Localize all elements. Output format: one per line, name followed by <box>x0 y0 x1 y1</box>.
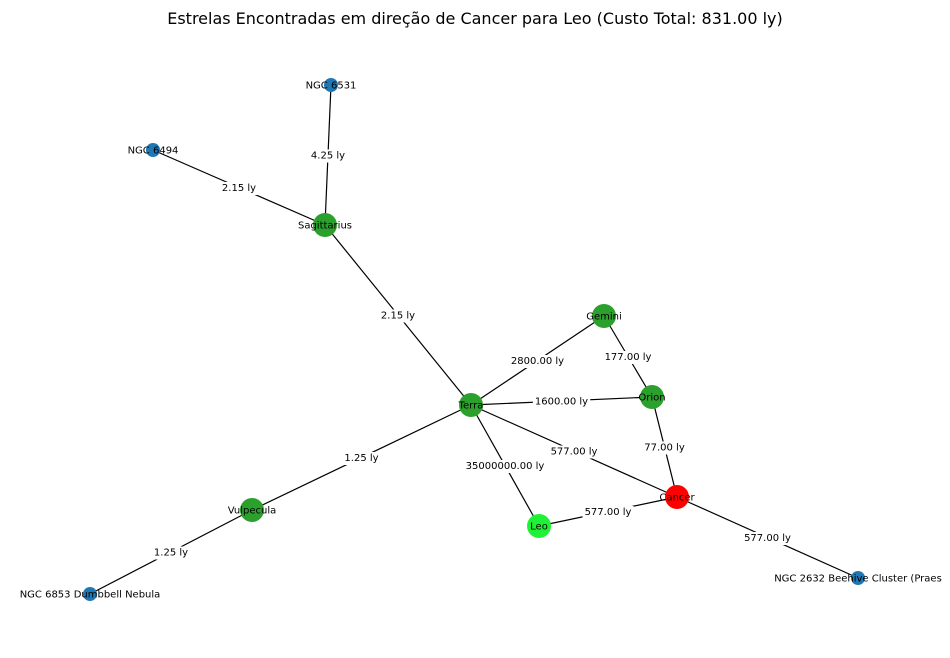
edge-label: 577.00 ly <box>548 445 600 459</box>
node-label-gemini: Gemini <box>586 312 622 323</box>
edge-label-background <box>378 309 418 323</box>
node-ngc6531 <box>324 78 338 92</box>
edge-label-text: 2.15 ly <box>222 183 256 194</box>
edge-label-text: 577.00 ly <box>744 533 791 544</box>
edge-label: 35000000.00 ly <box>463 460 547 473</box>
edge-label: 2.15 ly <box>378 309 418 323</box>
edge-label-background <box>602 351 654 364</box>
node-label-ngc6853: NGC 6853 Dumbbell Nebula <box>20 590 161 601</box>
node-label-ngc6531: NGC 6531 <box>306 81 357 92</box>
edge-label: 2800.00 ly <box>508 355 567 368</box>
edges-layer <box>89 84 859 595</box>
node-leo <box>527 514 551 538</box>
edge-label-text: 4.25 ly <box>311 151 345 162</box>
node-label-terra: Terra <box>458 401 484 412</box>
edge-label: 1.25 ly <box>151 546 191 560</box>
node-vulpecula <box>240 498 264 522</box>
node-label-ngc6494: NGC 6494 <box>128 146 179 157</box>
edge-label-background <box>548 445 600 459</box>
edge-label-text: 77.00 ly <box>644 443 685 454</box>
edge-label-background <box>342 452 381 465</box>
edge-label-background <box>308 149 348 163</box>
node-sagittarius <box>313 213 337 237</box>
edge-label-background <box>642 441 687 455</box>
edge-label: 1.25 ly <box>342 452 381 465</box>
edge-label: 177.00 ly <box>602 351 654 364</box>
edge-label-text: 35000000.00 ly <box>466 461 545 472</box>
edge-label-background <box>532 395 591 409</box>
edge-label: 577.00 ly <box>582 506 634 519</box>
node-label-leo: Leo <box>530 522 548 533</box>
node-ngc6494 <box>146 143 160 157</box>
node-ngc6853 <box>83 587 97 601</box>
edge-label: 1600.00 ly <box>532 395 591 409</box>
edge-label-text: 1.25 ly <box>154 548 188 559</box>
edge-label-text: 2800.00 ly <box>511 356 564 367</box>
node-ngc2632 <box>851 571 865 585</box>
node-labels-layer: NGC 6531 NGC 6494 Sagittarius Gemini Orion Te… <box>20 81 942 601</box>
node-orion <box>640 385 664 409</box>
edge-label-background <box>219 182 259 195</box>
node-label-sagittarius: Sagittarius <box>298 221 352 232</box>
node-label-ngc2632: NGC 2632 Beehive Cluster (Praes <box>774 574 942 585</box>
edge-label: 577.00 ly <box>742 532 794 545</box>
edge-label-text: 2.15 ly <box>381 311 415 322</box>
graph-title: Estrelas Encontradas em direção de Cance… <box>167 9 783 28</box>
edge-label-text: 1600.00 ly <box>535 397 588 408</box>
nodes-layer <box>83 78 865 601</box>
edge-label: 4.25 ly <box>308 149 348 163</box>
edge-label-background <box>508 355 567 368</box>
edge-label: 2.15 ly <box>219 182 259 195</box>
edge-label-background <box>582 506 634 519</box>
edge-label-text: 1.25 ly <box>344 453 378 464</box>
edge-label-background <box>742 532 794 545</box>
edge-label-background <box>151 546 191 560</box>
node-gemini <box>592 304 616 328</box>
edge-label-text: 177.00 ly <box>605 352 652 363</box>
node-terra <box>459 393 483 417</box>
node-label-vulpecula: Vulpecula <box>228 506 277 517</box>
edge-label: 77.00 ly <box>642 441 687 455</box>
edge-label-text: 577.00 ly <box>585 507 632 518</box>
node-cancer <box>665 485 689 509</box>
edge-labels-layer: 4.25 ly 2.15 ly 2.15 ly 2800.00 ly 177.00 ly… <box>151 149 794 560</box>
node-label-orion: Orion <box>638 393 665 404</box>
edge-label-text: 577.00 ly <box>551 447 598 458</box>
edge-label-background <box>463 460 547 473</box>
node-label-cancer: Cancer <box>659 493 695 504</box>
